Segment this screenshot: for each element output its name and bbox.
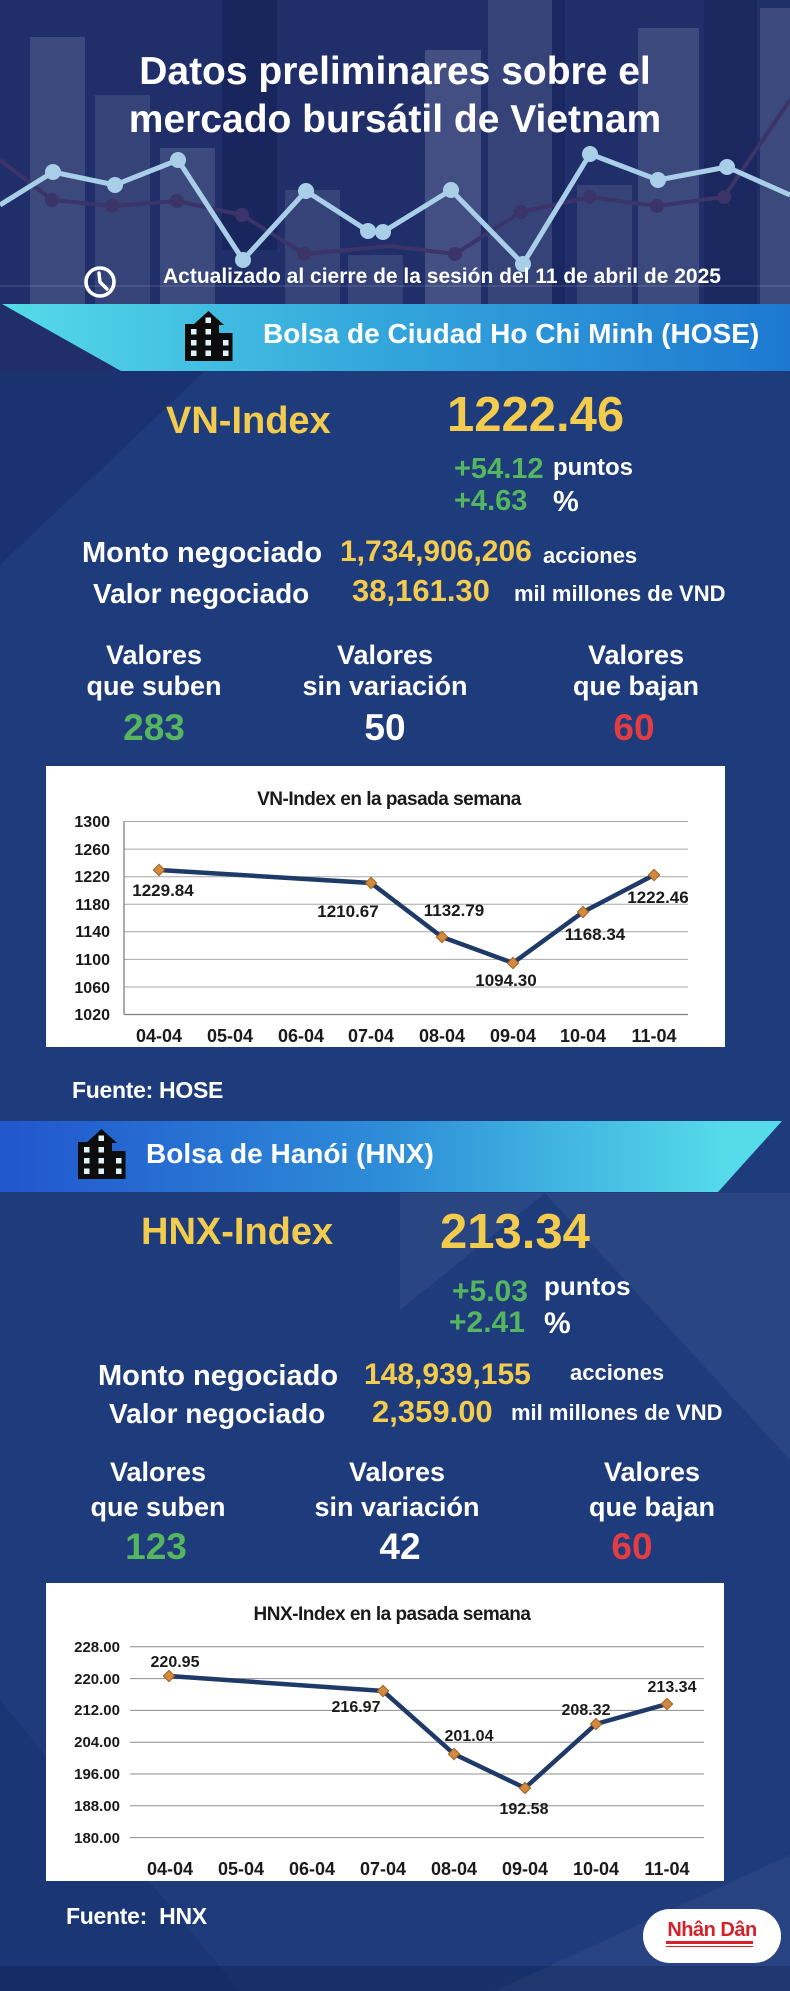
svg-text:06-04: 06-04 (289, 1859, 335, 1879)
svg-text:04-04: 04-04 (136, 1026, 182, 1046)
svg-text:1100: 1100 (75, 952, 110, 969)
svg-text:1168.34: 1168.34 (565, 925, 626, 944)
svg-text:204.00: 204.00 (74, 1734, 120, 1751)
svg-text:1222.46: 1222.46 (627, 888, 688, 907)
svg-text:10-04: 10-04 (560, 1026, 606, 1046)
svg-text:VN-Index en la pasada semana: VN-Index en la pasada semana (257, 789, 522, 810)
svg-text:06-04: 06-04 (278, 1026, 324, 1046)
svg-text:196.00: 196.00 (74, 1766, 120, 1783)
svg-text:1229.84: 1229.84 (132, 881, 194, 900)
svg-text:220.95: 220.95 (151, 1654, 200, 1671)
svg-text:1060: 1060 (74, 980, 110, 997)
svg-text:09-04: 09-04 (490, 1026, 536, 1046)
svg-text:1140: 1140 (75, 924, 110, 941)
svg-text:10-04: 10-04 (573, 1859, 619, 1879)
svg-text:201.04: 201.04 (445, 1728, 494, 1745)
svg-text:1180: 1180 (75, 897, 110, 914)
svg-text:07-04: 07-04 (348, 1026, 394, 1046)
svg-text:08-04: 08-04 (419, 1026, 465, 1046)
svg-text:09-04: 09-04 (502, 1859, 548, 1879)
svg-text:192.58: 192.58 (500, 1801, 549, 1818)
svg-text:212.00: 212.00 (74, 1702, 120, 1719)
svg-text:1220: 1220 (74, 869, 110, 886)
svg-text:1094.30: 1094.30 (475, 971, 536, 990)
svg-text:1300: 1300 (74, 814, 110, 831)
svg-text:180.00: 180.00 (74, 1830, 120, 1847)
svg-text:08-04: 08-04 (431, 1859, 477, 1879)
svg-text:228.00: 228.00 (74, 1639, 120, 1656)
svg-text:220.00: 220.00 (74, 1671, 120, 1688)
svg-text:11-04: 11-04 (631, 1026, 676, 1046)
svg-text:188.00: 188.00 (74, 1798, 120, 1815)
svg-text:11-04: 11-04 (644, 1859, 689, 1879)
svg-text:HNX-Index en la pasada semana: HNX-Index en la pasada semana (254, 1604, 532, 1625)
svg-text:05-04: 05-04 (218, 1859, 264, 1879)
svg-text:216.97: 216.97 (332, 1699, 381, 1716)
svg-text:208.32: 208.32 (562, 1702, 611, 1719)
svg-text:05-04: 05-04 (207, 1026, 253, 1046)
svg-text:1210.67: 1210.67 (317, 902, 378, 921)
svg-text:04-04: 04-04 (147, 1859, 193, 1879)
svg-text:213.34: 213.34 (648, 1679, 697, 1696)
svg-text:1020: 1020 (74, 1007, 110, 1024)
svg-text:1260: 1260 (74, 842, 110, 859)
svg-text:07-04: 07-04 (360, 1859, 406, 1879)
svg-text:1132.79: 1132.79 (424, 901, 485, 920)
